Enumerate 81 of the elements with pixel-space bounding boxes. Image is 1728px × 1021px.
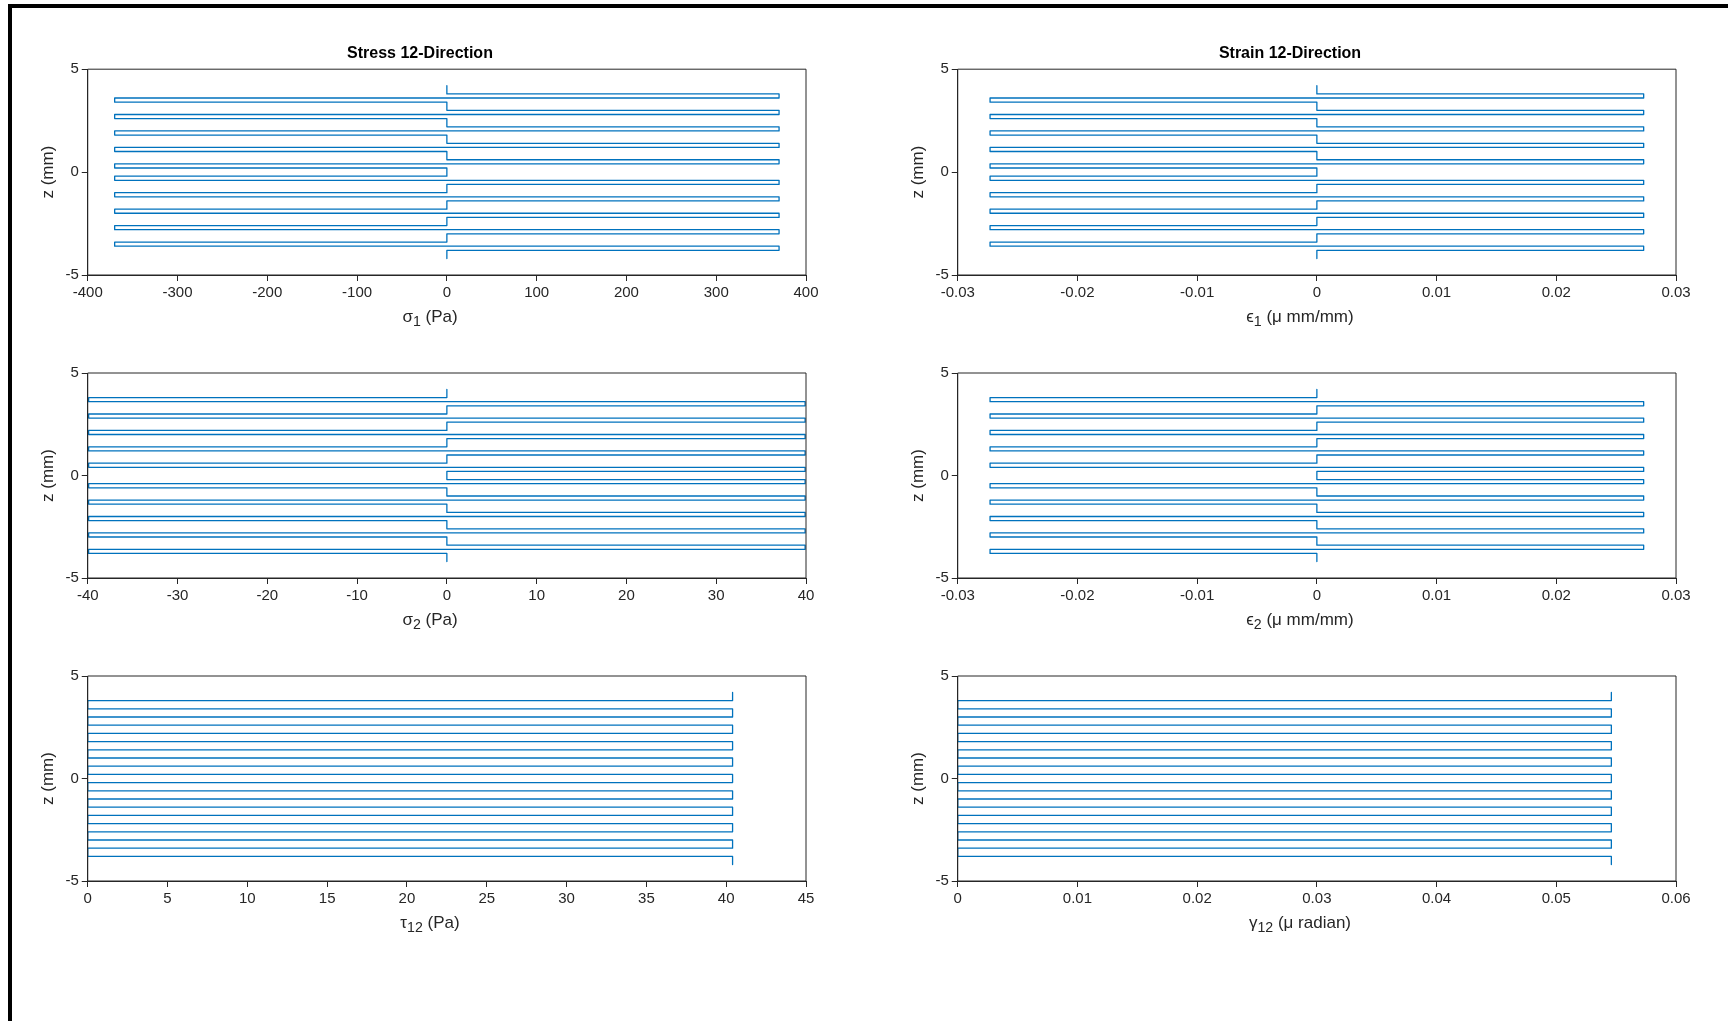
x-tick-label: 0.03 [1302,889,1332,907]
x-tick-label: 0.06 [1661,889,1691,907]
x-tick-label: 10 [528,586,545,604]
y-axis-title: z (mm) [907,449,927,502]
x-tick-label: 25 [478,889,496,907]
y-tick-label: 5 [70,59,79,77]
x-tick-label: 0.02 [1541,283,1571,301]
y-tick-label: 5 [940,363,949,381]
x-tick-label: -20 [256,586,279,604]
x-tick-label: 0.05 [1541,889,1571,907]
y-tick-label: 5 [70,363,79,381]
x-tick-label: 10 [239,889,256,907]
x-tick-label: 0 [442,283,452,301]
x-axis-title: ϵ$_{2}$ (μ mm/mm) [1245,610,1355,633]
x-tick-label: 0.01 [1062,889,1093,907]
x-tick-label: 0.04 [1421,889,1452,907]
x-tick-label: -200 [252,283,283,301]
chart-title: Stress 12-Direction [347,44,493,62]
x-tick-label: 15 [318,889,336,907]
x-tick-label: 45 [797,889,815,907]
x-tick-label: 0 [1312,586,1322,604]
y-tick-label: -5 [65,265,79,283]
x-tick-label: 0.01 [1421,283,1452,301]
x-tick-label: 0.02 [1541,586,1571,604]
chart-title: Strain 12-Direction [1218,44,1362,62]
y-tick-label: 5 [70,666,79,684]
x-tick-label: 30 [707,586,725,604]
y-tick-label: -5 [65,871,79,889]
y-tick-label: 0 [70,465,79,483]
x-tick-label: 300 [703,283,729,301]
y-tick-label: -5 [65,568,79,586]
y-tick-label: -5 [935,871,949,889]
x-tick-label: 0.03 [1661,586,1691,604]
y-tick-label: -5 [935,568,949,586]
x-tick-label: -0.01 [1180,283,1215,301]
x-tick-label: 40 [717,889,735,907]
y-tick-label: 0 [70,162,79,180]
x-tick-label: -0.03 [940,586,975,604]
x-axis-title: τ$_{12}$ (Pa) [399,913,461,936]
y-tick-label: 0 [70,768,79,786]
x-tick-label: 30 [558,889,575,907]
y-tick-label: 0 [940,465,949,483]
x-tick-label: 35 [638,889,655,907]
x-tick-label: 0.01 [1421,586,1452,604]
x-tick-label: -0.01 [1180,586,1215,604]
y-axis-title: z (mm) [907,145,927,199]
x-tick-label: -40 [76,586,99,604]
x-tick-label: 0 [442,586,452,604]
x-axis-title: ϵ$_{1}$ (μ mm/mm) [1245,307,1355,330]
x-tick-label: 0 [953,889,962,907]
x-tick-label: 20 [618,586,635,604]
x-axis-title: σ$_{2}$ (Pa) [401,610,459,633]
x-tick-label: -0.02 [1060,586,1095,604]
x-tick-label: -100 [342,283,373,301]
x-axis-title: γ$_{12}$ (μ radian) [1247,913,1353,936]
x-tick-label: 20 [398,889,416,907]
x-axis-title: σ$_{1}$ (Pa) [401,307,459,330]
x-tick-label: -0.03 [940,283,975,301]
x-tick-label: 5 [163,889,172,907]
y-axis-title: z (mm) [37,145,57,199]
x-tick-label: 400 [793,283,819,301]
x-tick-label: 0 [1312,283,1322,301]
x-tick-label: 100 [524,283,550,301]
y-tick-label: -5 [935,265,949,283]
y-tick-label: 0 [940,768,949,786]
x-tick-label: 0.03 [1661,283,1691,301]
x-tick-label: -30 [166,586,189,604]
x-tick-label: 0.02 [1182,889,1212,907]
x-tick-label: -0.02 [1060,283,1095,301]
x-tick-label: -300 [162,283,193,301]
x-tick-label: 200 [613,283,639,301]
x-tick-label: 40 [797,586,815,604]
x-tick-label: 0 [83,889,92,907]
y-axis-title: z (mm) [37,752,57,805]
y-axis-title: z (mm) [907,752,927,805]
y-tick-label: 0 [940,162,949,180]
y-tick-label: 5 [940,59,949,77]
y-axis-title: z (mm) [37,449,57,502]
y-tick-label: 5 [940,666,949,684]
x-tick-label: -10 [346,586,368,604]
x-tick-label: -400 [72,283,103,301]
